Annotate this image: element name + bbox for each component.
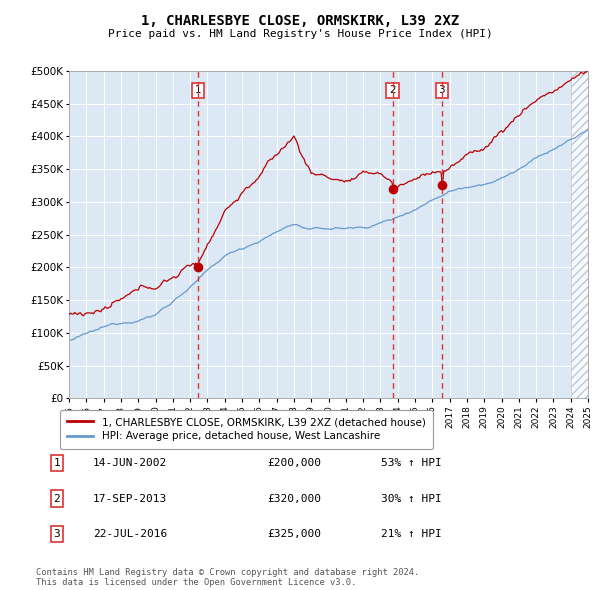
- Text: 17-SEP-2013: 17-SEP-2013: [93, 494, 167, 503]
- Text: 3: 3: [53, 529, 61, 539]
- Text: 1: 1: [194, 86, 201, 96]
- Text: 1, CHARLESBYE CLOSE, ORMSKIRK, L39 2XZ: 1, CHARLESBYE CLOSE, ORMSKIRK, L39 2XZ: [141, 14, 459, 28]
- Text: 22-JUL-2016: 22-JUL-2016: [93, 529, 167, 539]
- Text: Price paid vs. HM Land Registry's House Price Index (HPI): Price paid vs. HM Land Registry's House …: [107, 30, 493, 39]
- Text: £325,000: £325,000: [267, 529, 321, 539]
- Text: 21% ↑ HPI: 21% ↑ HPI: [381, 529, 442, 539]
- Text: 53% ↑ HPI: 53% ↑ HPI: [381, 458, 442, 468]
- Bar: [571, 71, 588, 398]
- Text: 2: 2: [389, 86, 396, 96]
- Text: £320,000: £320,000: [267, 494, 321, 503]
- Legend: 1, CHARLESBYE CLOSE, ORMSKIRK, L39 2XZ (detached house), HPI: Average price, det: 1, CHARLESBYE CLOSE, ORMSKIRK, L39 2XZ (…: [60, 410, 433, 448]
- Text: £200,000: £200,000: [267, 458, 321, 468]
- Text: 14-JUN-2002: 14-JUN-2002: [93, 458, 167, 468]
- Text: 30% ↑ HPI: 30% ↑ HPI: [381, 494, 442, 503]
- Text: 1: 1: [53, 458, 61, 468]
- Text: 3: 3: [439, 86, 445, 96]
- Text: Contains HM Land Registry data © Crown copyright and database right 2024.
This d: Contains HM Land Registry data © Crown c…: [36, 568, 419, 587]
- Text: 2: 2: [53, 494, 61, 503]
